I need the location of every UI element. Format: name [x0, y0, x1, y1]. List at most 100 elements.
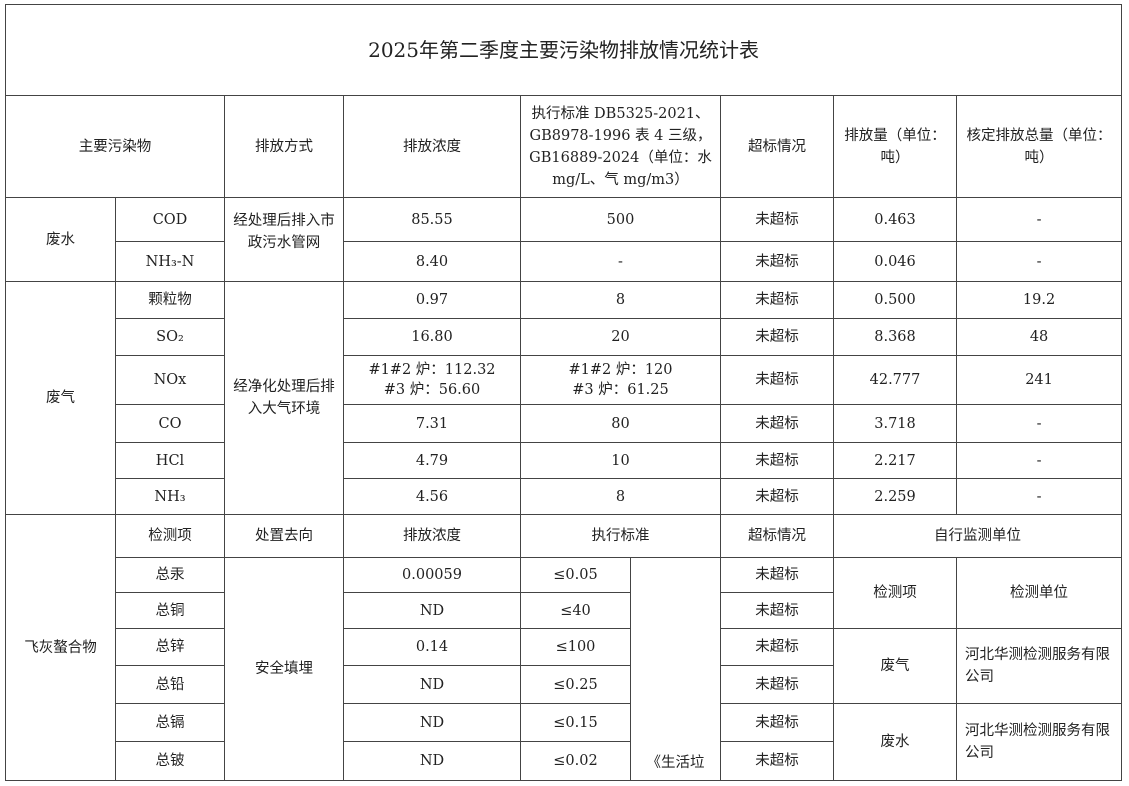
flyash-header-row: 飞灰螯合物 检测项 处置去向 排放浓度 执行标准 超标情况 自行监测单位 — [5, 514, 1123, 781]
header-concentration: 排放浓度 — [343, 95, 521, 198]
table-row: NH₃ 4.56 8 未超标 2.259 - — [6, 478, 1123, 515]
header-pollutant: 主要污染物 — [5, 95, 225, 198]
flyash-header-disposal: 处置去向 — [224, 514, 344, 558]
quota: 19.2 — [955, 281, 1123, 319]
header-quota: 核定排放总量（单位：吨） — [955, 95, 1123, 198]
item: 总镉 — [115, 703, 225, 742]
standard: ≤0.15 — [520, 703, 631, 742]
item: 颗粒物 — [115, 281, 225, 319]
standard: 500 — [520, 197, 721, 242]
header-method: 排放方式 — [224, 95, 344, 198]
table-row: 废水 COD 经处理后排入市政污水管网 85.55 500 未超标 0.463 … — [5, 197, 1123, 282]
amount: 3.718 — [833, 404, 957, 443]
flyash-standard-note: 《生活垃 — [630, 557, 721, 781]
concentration: #1#2 炉：112.32 #3 炉：56.60 — [343, 355, 521, 405]
table-row: 总铜 ND ≤40 未超标 — [6, 592, 1122, 629]
concentration: ND — [343, 592, 521, 629]
concentration: ND — [343, 741, 521, 781]
standard: #1#2 炉：120 #3 炉：61.25 — [520, 355, 721, 405]
standard: ≤0.25 — [520, 665, 631, 704]
emission-statistics-table: 2025年第二季度主要污染物排放情况统计表 主要污染物 排放方式 排放浓度 执行… — [4, 4, 1123, 781]
group-wastewater: 废水 — [5, 197, 116, 282]
standard: 80 — [520, 404, 721, 443]
status: 未超标 — [720, 478, 834, 515]
amount: 0.046 — [833, 241, 957, 282]
table-row: NOx #1#2 炉：112.32 #3 炉：56.60 #1#2 炉：120 … — [6, 355, 1123, 405]
header-amount: 排放量（单位：吨） — [833, 95, 957, 198]
standard: ≤40 — [520, 592, 631, 629]
monitor-unit: 河北华测检测服务有限公司 — [955, 703, 1123, 781]
standard: ≤0.05 — [520, 557, 631, 593]
flyash-header-monitor: 自行监测单位 — [832, 514, 1123, 558]
item: NH₃-N — [115, 241, 225, 282]
standard: ≤100 — [520, 628, 631, 666]
concentration: 0.97 — [343, 281, 521, 319]
table-title: 2025年第二季度主要污染物排放情况统计表 — [4, 4, 1123, 96]
item: 总铜 — [115, 592, 225, 629]
item: SO₂ — [115, 318, 225, 356]
item: NH₃ — [115, 478, 225, 515]
table-row: SO₂ 16.80 20 未超标 8.368 48 — [6, 318, 1123, 356]
monitor-item: 废水 — [833, 703, 957, 781]
item: 总锌 — [115, 628, 225, 666]
flyash-header-standard: 执行标准 — [520, 514, 721, 558]
item: CO — [115, 404, 225, 443]
amount: 8.368 — [833, 318, 957, 356]
concentration: 4.79 — [343, 442, 521, 479]
monitor-item: 废气 — [833, 628, 957, 704]
status: 未超标 — [720, 355, 834, 405]
item: NOx — [115, 355, 225, 405]
status: 未超标 — [720, 442, 834, 479]
table-row: NH₃-N 8.40 - 未超标 0.046 - — [6, 241, 1123, 282]
status: 未超标 — [720, 665, 834, 704]
header-row: 主要污染物 排放方式 排放浓度 执行标准 DB5325-2021、GB8978-… — [5, 95, 1123, 198]
quota: - — [955, 478, 1123, 515]
concentration: 8.40 — [343, 241, 521, 282]
table-row: HCl 4.79 10 未超标 2.217 - — [6, 442, 1123, 479]
item: 总汞 — [115, 557, 225, 593]
item: 总铍 — [115, 741, 225, 781]
status: 未超标 — [720, 197, 834, 242]
item: 总铅 — [115, 665, 225, 704]
header-standard: 执行标准 DB5325-2021、GB8978-1996 表 4 三级，GB16… — [520, 95, 721, 198]
monitor-header-item: 检测项 — [833, 557, 957, 629]
wastegas-method: 经净化处理后排入大气环境 — [224, 281, 344, 515]
table-row: 废气 颗粒物 经净化处理后排入大气环境 0.97 8 未超标 0.500 19.… — [5, 281, 1123, 515]
standard: ≤0.02 — [520, 741, 631, 781]
amount: 2.259 — [833, 478, 957, 515]
standard: - — [520, 241, 721, 282]
status: 未超标 — [720, 628, 834, 666]
status: 未超标 — [720, 592, 834, 629]
item: HCl — [115, 442, 225, 479]
standard: 20 — [520, 318, 721, 356]
status: 未超标 — [720, 703, 834, 742]
status: 未超标 — [720, 557, 834, 593]
status: 未超标 — [720, 741, 834, 781]
concentration: 7.31 — [343, 404, 521, 443]
table-row: 总铍 ND ≤0.02 未超标 — [6, 741, 1122, 781]
amount: 42.777 — [833, 355, 957, 405]
concentration: 85.55 — [343, 197, 521, 242]
table-row: 总锌 0.14 ≤100 未超标 废气 河北华测检测服务有限公司 — [6, 628, 1123, 704]
group-flyash: 飞灰螯合物 — [5, 514, 116, 781]
status: 未超标 — [720, 281, 834, 319]
flyash-header-concentration: 排放浓度 — [343, 514, 521, 558]
quota: 48 — [955, 318, 1123, 356]
concentration: 0.14 — [343, 628, 521, 666]
item: COD — [115, 197, 225, 242]
table-row: 总汞 安全填埋 0.00059 ≤0.05 《生活垃 未超标 检测项 检测单位 — [6, 557, 1123, 781]
status: 未超标 — [720, 318, 834, 356]
amount: 0.463 — [833, 197, 957, 242]
flyash-disposal: 安全填埋 — [224, 557, 344, 781]
table-row: CO 7.31 80 未超标 3.718 - — [6, 404, 1123, 443]
monitor-unit: 河北华测检测服务有限公司 — [955, 628, 1123, 704]
quota: - — [955, 197, 1123, 242]
quota: - — [955, 241, 1123, 282]
flyash-header-status: 超标情况 — [720, 514, 834, 558]
table-row: 总铅 ND ≤0.25 未超标 — [6, 665, 1122, 704]
concentration: ND — [343, 665, 521, 704]
status: 未超标 — [720, 241, 834, 282]
standard: 10 — [520, 442, 721, 479]
quota: 241 — [955, 355, 1123, 405]
standard: 8 — [520, 478, 721, 515]
